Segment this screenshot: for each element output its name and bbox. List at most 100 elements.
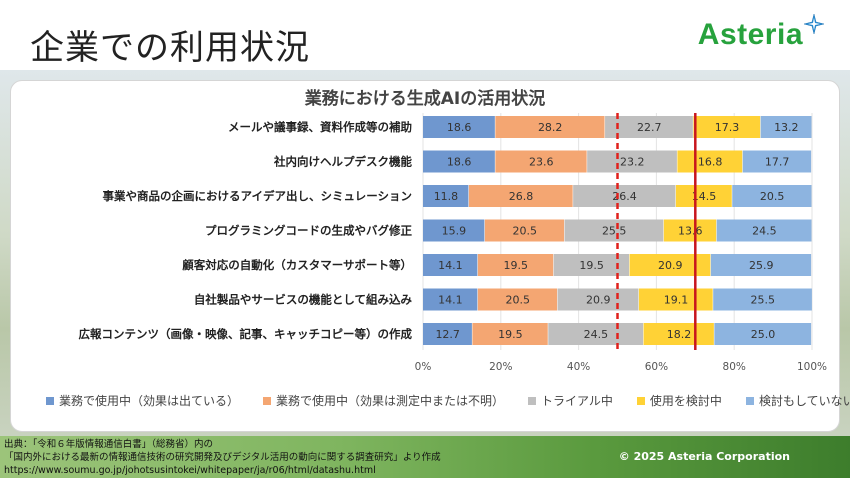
category-label: 自社製品やサービスの機能として組み込み (194, 293, 413, 307)
data-label: 25.5 (602, 225, 627, 238)
source-url: https://www.soumu.go.jp/johotsusintokei/… (4, 465, 376, 476)
data-label: 13.2 (774, 121, 799, 134)
data-label: 20.9 (586, 294, 611, 307)
legend-label: トライアル中 (541, 394, 613, 408)
bar-segment (732, 185, 812, 207)
data-label: 20.5 (505, 294, 530, 307)
bar-segment (548, 323, 644, 345)
category-label: メールや議事録、資料作成等の補助 (228, 120, 412, 134)
data-label: 14.1 (438, 259, 463, 272)
data-label: 14.1 (438, 294, 463, 307)
x-tick-label: 60% (645, 361, 668, 373)
legend-swatch (263, 396, 272, 405)
category-label: プログラミングコードの生成やバグ修正 (205, 224, 412, 238)
data-label: 15.9 (442, 225, 467, 238)
data-label: 16.8 (698, 156, 723, 169)
bar-segment (675, 185, 732, 207)
legend-item: 業務で使用中（効果は出ている） (46, 392, 239, 409)
sparkle-icon (804, 14, 824, 34)
data-label: 24.5 (584, 328, 609, 341)
data-label: 25.0 (751, 328, 776, 341)
bar-segment (477, 288, 558, 311)
x-tick-label: 100% (797, 361, 827, 373)
data-label: 19.5 (504, 259, 529, 272)
data-label: 17.3 (715, 121, 740, 134)
bar-segment (423, 254, 478, 276)
chart-legend: 業務で使用中（効果は出ている） 業務で使用中（効果は測定中または不明） トライアル中… (46, 392, 850, 409)
legend-swatch (528, 396, 537, 405)
source-citation: 出典：「令和６年版情報通信白書」（総務省）内の 「国内外における最新の情報通信技… (4, 438, 441, 477)
data-label: 23.2 (620, 156, 645, 169)
data-label: 19.5 (498, 328, 523, 341)
bar-segment (573, 185, 676, 207)
bar-segment (716, 219, 812, 242)
bar-segment (693, 116, 761, 138)
data-label: 22.7 (637, 121, 662, 134)
legend-label: 業務で使用中（効果は出ている） (59, 394, 240, 408)
legend-item: 使用を検討中 (636, 392, 722, 409)
source-line-2: 「国内外における最新の情報通信技術の研究開発及びデジタル活用の動向に関する調査研… (4, 452, 441, 463)
data-label: 11.8 (434, 190, 459, 203)
data-label: 26.8 (509, 190, 534, 203)
category-label: 社内向けヘルプデスク機能 (273, 155, 412, 169)
legend-item: 業務で使用中（効果は測定中または不明） (263, 392, 504, 409)
category-label: 顧客対応の自動化（カスタマーサポート等） (182, 258, 412, 272)
page-title: 企業での利用状況 (30, 28, 310, 68)
legend-item: トライアル中 (528, 392, 613, 409)
bar-segment (423, 219, 485, 242)
copyright: © 2025 Asteria Corporation (618, 450, 790, 463)
bar-segment (663, 219, 717, 242)
bar-segment (423, 150, 495, 173)
bar-segment (629, 254, 711, 276)
source-line-1: 出典：「令和６年版情報通信白書」（総務省）内の (4, 439, 214, 450)
data-label: 13.6 (678, 225, 703, 238)
bar-segment (710, 254, 812, 276)
data-label: 20.9 (658, 259, 683, 272)
legend-swatch (745, 396, 754, 405)
bar-segment (553, 254, 630, 276)
bar-segment (714, 323, 812, 345)
bar-segment (423, 288, 478, 311)
bar-segment (760, 116, 812, 138)
x-tick-label: 40% (567, 361, 590, 373)
legend-label: 検討もしていない (758, 394, 850, 408)
data-label: 17.7 (765, 156, 790, 169)
data-label: 18.6 (447, 156, 472, 169)
bar-segment (472, 323, 548, 345)
bar-segment (495, 150, 587, 173)
data-label: 18.6 (447, 121, 472, 134)
data-label: 23.6 (529, 156, 554, 169)
data-label: 19.1 (664, 294, 689, 307)
bar-segment (495, 116, 605, 138)
bar-segment (423, 185, 469, 207)
data-label: 28.2 (538, 121, 563, 134)
data-label: 25.9 (749, 259, 774, 272)
x-tick-label: 0% (415, 361, 432, 373)
legend-item: 検討もしていない (745, 392, 850, 409)
data-label: 20.5 (512, 225, 537, 238)
data-label: 26.4 (612, 190, 637, 203)
legend-label: 業務で使用中（効果は測定中または不明） (276, 394, 505, 408)
bar-segment (423, 323, 472, 345)
footer-bar (0, 436, 850, 478)
legend-swatch (46, 396, 54, 405)
category-label: 広報コンテンツ（画像・映像、記事、キャッチコピー等）の作成 (79, 327, 413, 341)
bar-segment (477, 254, 554, 276)
x-tick-label: 80% (723, 361, 746, 373)
data-label: 24.5 (752, 225, 777, 238)
bar-segment (587, 150, 677, 173)
bar-segment (605, 116, 693, 138)
bar-segment (468, 185, 573, 207)
category-label: 事業や商品の企画におけるアイデア出し、シミュレーション (103, 189, 412, 203)
data-label: 25.5 (751, 294, 776, 307)
legend-label: 使用を検討中 (649, 394, 722, 408)
logo-text: Asteria (697, 18, 803, 51)
data-label: 20.5 (760, 190, 785, 203)
bar-segment (423, 116, 495, 138)
asteria-logo: Asteria (697, 14, 824, 52)
bar-segment (713, 288, 812, 311)
x-tick-label: 20% (489, 361, 512, 373)
legend-swatch (636, 396, 645, 405)
data-label: 14.5 (692, 190, 717, 203)
